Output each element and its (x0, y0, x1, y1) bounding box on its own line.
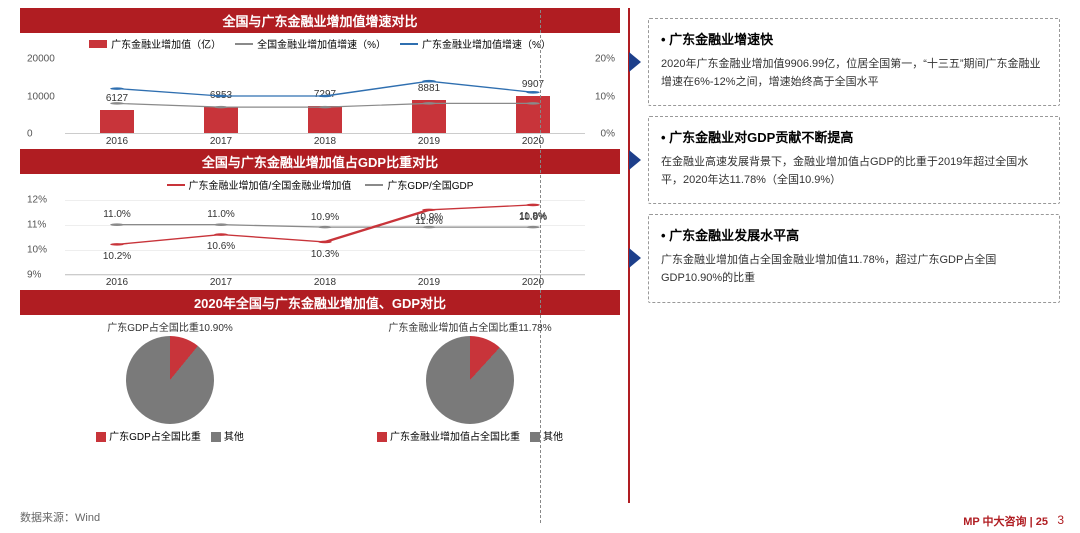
info-title: • 广东金融业增速快 (661, 29, 1047, 48)
info-title: • 广东金融业对GDP贡献不断提高 (661, 127, 1047, 146)
info-box-1: • 广东金融业对GDP贡献不断提高在金融业高速发展背景下，金融业增加值占GDP的… (648, 116, 1060, 204)
data-source: 数据来源：Wind (20, 509, 100, 525)
chart1-legend: 广东金融业增加值（亿） 全国金融业增加值增速（%） 广东金融业增加值增速（%） (20, 33, 620, 54)
chart1-plot: 010000200000%10%20%612720166853201772972… (20, 54, 620, 149)
pie-right-title: 广东金融业增加值占全国比重11.78% (388, 319, 551, 334)
info-box-2: • 广东金融业发展水平高广东金融业增加值占全国金融业增加值11.78%，超过广东… (648, 214, 1060, 302)
chart2-legend: 广东金融业增加值/全国金融业增加值 广东GDP/全国GDP (20, 174, 620, 195)
pie-left (126, 336, 214, 424)
pie-left-title: 广东GDP占全国比重10.90% (107, 319, 233, 334)
pie-row: 广东GDP占全国比重10.90% 广东GDP占全国比重 其他 广东金融业增加值占… (20, 315, 620, 455)
info-body: 2020年广东金融业增加值9906.99亿，位居全国第一，“十三五”期间广东金融… (661, 56, 1047, 91)
info-body: 在金融业高速发展背景下，金融业增加值占GDP的比重于2019年超过全国水平，20… (661, 154, 1047, 189)
info-body: 广东金融业增加值占全国金融业增加值11.78%，超过广东GDP占全国GDP10.… (661, 252, 1047, 287)
info-title: • 广东金融业发展水平高 (661, 225, 1047, 244)
pie-right (426, 336, 514, 424)
chart2-plot: 12%11%10%9%2016201720182019202011.0%11.0… (20, 195, 620, 290)
page-number: 3 (1057, 513, 1064, 527)
chart1-title: 全国与广东金融业增加值增速对比 (20, 8, 620, 33)
info-box-0: • 广东金融业增速快 2020年广东金融业增加值9906.99亿，位居全国第一，“… (648, 18, 1060, 106)
brand-logo: MP 中大咨询 | 25 (963, 513, 1048, 529)
chart2-title: 全国与广东金融业增加值占GDP比重对比 (20, 149, 620, 174)
chart3-title: 2020年全国与广东金融业增加值、GDP对比 (20, 290, 620, 315)
